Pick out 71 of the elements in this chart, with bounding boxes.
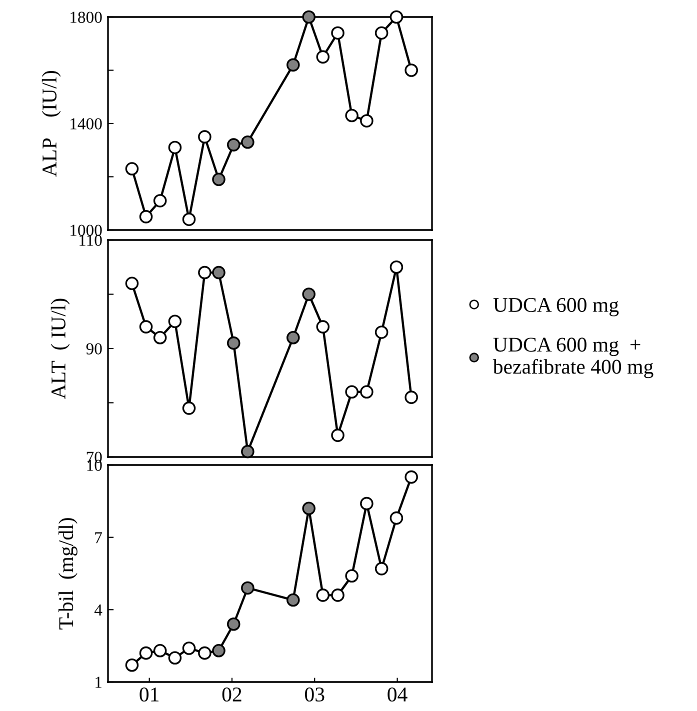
y-axis-title: ALT ( IU/l) bbox=[50, 298, 70, 399]
point bbox=[345, 385, 358, 399]
x-tick-label: 02 bbox=[222, 687, 242, 702]
point bbox=[331, 588, 344, 602]
point bbox=[374, 26, 388, 40]
point bbox=[374, 562, 388, 576]
point bbox=[331, 428, 344, 442]
point bbox=[139, 210, 153, 224]
point bbox=[182, 212, 196, 226]
point bbox=[168, 140, 182, 154]
point bbox=[404, 390, 418, 404]
point bbox=[302, 502, 316, 516]
point bbox=[153, 194, 167, 208]
point bbox=[241, 444, 254, 458]
y-tick-label: 90 bbox=[86, 343, 102, 354]
point bbox=[125, 658, 139, 672]
point bbox=[316, 50, 330, 64]
point bbox=[125, 162, 139, 176]
point bbox=[345, 108, 358, 122]
point bbox=[153, 331, 167, 344]
y-tick-label: 110 bbox=[80, 234, 102, 246]
point bbox=[125, 276, 139, 290]
point bbox=[345, 569, 358, 583]
point bbox=[226, 617, 240, 631]
legend-label: UDCA 600 mg + bezafibrate 400 mg bbox=[492, 338, 654, 378]
x-tick-label: 04 bbox=[388, 687, 408, 702]
point bbox=[198, 130, 212, 144]
point bbox=[168, 651, 182, 665]
point bbox=[360, 496, 374, 510]
point bbox=[390, 511, 404, 525]
point bbox=[286, 331, 300, 344]
y-axis-title: ALP (IU/l) bbox=[42, 70, 61, 177]
point bbox=[390, 260, 404, 274]
point bbox=[198, 646, 212, 660]
point bbox=[168, 314, 182, 328]
point bbox=[360, 114, 374, 128]
x-tick-label: 03 bbox=[305, 687, 324, 702]
point bbox=[241, 135, 254, 149]
point bbox=[241, 581, 254, 595]
point bbox=[404, 64, 418, 77]
y-tick-label: 1800 bbox=[70, 12, 102, 23]
point bbox=[182, 642, 196, 655]
point bbox=[139, 320, 153, 334]
point bbox=[390, 10, 404, 24]
point bbox=[182, 402, 196, 415]
point bbox=[316, 320, 330, 334]
legend-label: UDCA 600 mg bbox=[493, 298, 619, 316]
point bbox=[316, 588, 330, 602]
point bbox=[331, 26, 344, 40]
point bbox=[212, 644, 226, 658]
point bbox=[286, 593, 300, 607]
point bbox=[212, 266, 226, 280]
y-tick-label: 4 bbox=[94, 604, 102, 616]
y-tick-label: 1400 bbox=[70, 118, 102, 130]
point bbox=[139, 646, 153, 660]
point bbox=[302, 10, 316, 24]
point bbox=[302, 288, 316, 301]
y-tick-label: 1 bbox=[96, 676, 102, 688]
point bbox=[212, 172, 226, 186]
point bbox=[374, 326, 388, 339]
point bbox=[226, 336, 240, 350]
point bbox=[360, 385, 374, 399]
point bbox=[198, 266, 212, 280]
y-tick-label: 7 bbox=[95, 532, 102, 544]
y-axis-title: T-bil (mg/dl) bbox=[58, 518, 78, 630]
y-tick-label: 1000 bbox=[70, 224, 102, 236]
x-tick-label: 01 bbox=[140, 687, 158, 702]
point bbox=[153, 644, 167, 658]
point bbox=[404, 470, 418, 484]
point bbox=[226, 138, 240, 152]
point bbox=[286, 58, 300, 72]
